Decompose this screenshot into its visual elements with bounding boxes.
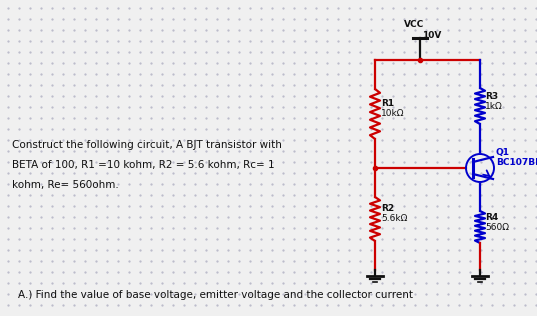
Text: BC107BP: BC107BP (496, 158, 537, 167)
Text: VCC: VCC (404, 20, 424, 29)
Text: kohm, Re= 560ohm.: kohm, Re= 560ohm. (12, 180, 119, 190)
Text: R4: R4 (485, 213, 498, 222)
Text: Construct the following circuit, A BJT transistor with: Construct the following circuit, A BJT t… (12, 140, 282, 150)
Text: A.) Find the value of base voltage, emitter voltage and the collector current: A.) Find the value of base voltage, emit… (18, 290, 413, 300)
Text: 10kΩ: 10kΩ (381, 109, 404, 118)
Text: R1: R1 (381, 99, 394, 108)
Text: 10V: 10V (422, 31, 441, 40)
Text: Q1: Q1 (496, 148, 510, 157)
Text: 560Ω: 560Ω (485, 223, 509, 232)
Text: 5.6kΩ: 5.6kΩ (381, 214, 408, 223)
Text: 1kΩ: 1kΩ (485, 102, 503, 111)
Text: BETA of 100, R1 =10 kohm, R2 = 5.6 kohm, Rc= 1: BETA of 100, R1 =10 kohm, R2 = 5.6 kohm,… (12, 160, 274, 170)
Text: R3: R3 (485, 92, 498, 101)
Text: R2: R2 (381, 204, 394, 213)
